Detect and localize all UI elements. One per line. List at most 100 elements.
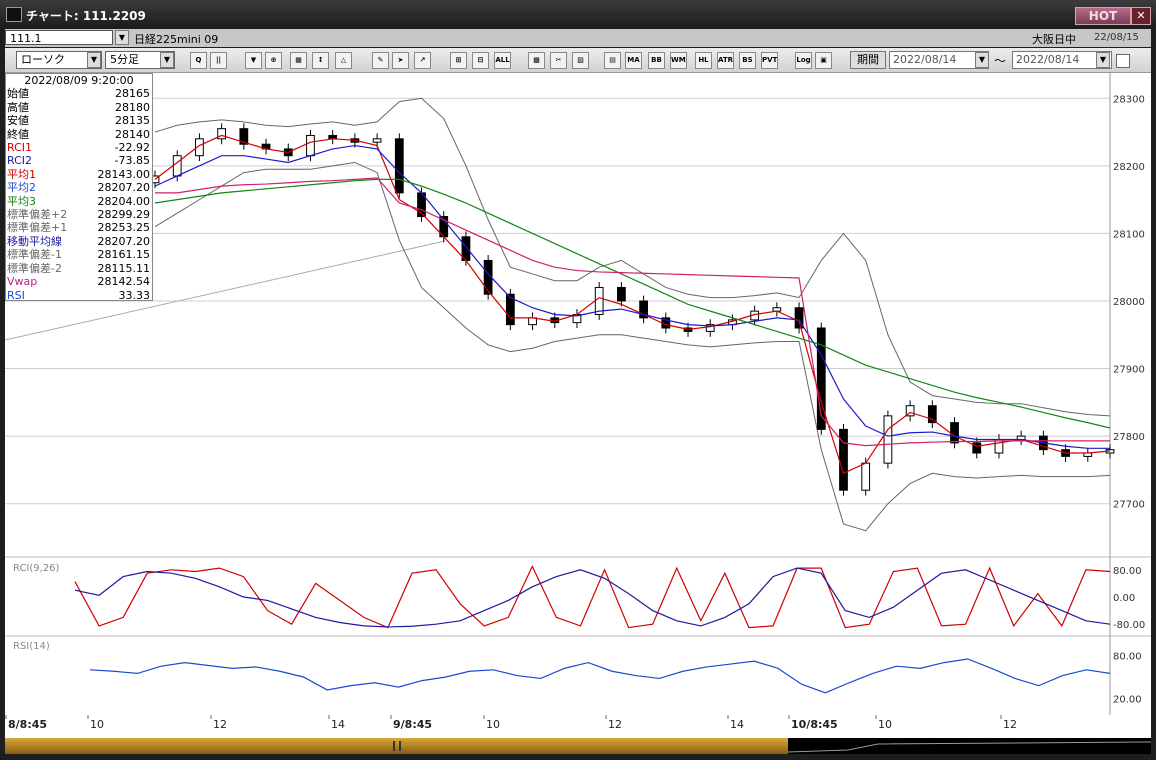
period-button[interactable]: 期間 — [850, 51, 886, 69]
toolbar-arrow-button[interactable]: ↗ — [414, 52, 431, 69]
toolbar-print-button[interactable]: ▣ — [815, 52, 832, 69]
info-row: 始値 28165 — [6, 87, 152, 100]
info-value: 28207.20 — [97, 234, 151, 248]
date-to-input[interactable]: 2022/08/14 — [1012, 51, 1112, 69]
info-row: 平均3 28204.00 — [6, 195, 152, 208]
candle-body — [217, 128, 227, 140]
options-checkbox[interactable] — [1116, 54, 1130, 68]
toolbar-hl-button[interactable]: HL — [695, 52, 712, 69]
info-value: 28143.00 — [97, 167, 151, 181]
price-tick-label: 28300 — [1113, 94, 1145, 105]
toolbar-ma-button[interactable]: MA — [625, 52, 642, 69]
info-label: 標準偏差+1 — [7, 221, 68, 235]
toolbar-mark2-button[interactable]: ⊕ — [265, 52, 282, 69]
toolbar-wma-button[interactable]: WMA — [670, 52, 687, 69]
toolbar-log-button[interactable]: Log — [795, 52, 812, 69]
rci2-line — [74, 567, 1111, 628]
price-tick-label: 28100 — [1113, 229, 1145, 240]
candle-body — [950, 422, 959, 444]
hot-button[interactable]: HOT — [1075, 7, 1131, 25]
ohlc-info-panel: 2022/08/09 9:20:00 始値 28165 高値 28180 安値 28135… — [5, 73, 153, 302]
time-scrollbar[interactable] — [5, 738, 1151, 754]
close-button[interactable]: ✕ — [1131, 7, 1151, 25]
toolbar-palette-button[interactable]: ▨ — [572, 52, 589, 69]
toolbar-warn-button[interactable]: △ — [335, 52, 352, 69]
info-label: Vwap — [7, 275, 38, 289]
info-row: 平均2 28207.20 — [6, 181, 152, 194]
info-datetime: 2022/08/09 9:20:00 — [24, 74, 134, 87]
toolbar-bb-button[interactable]: BB — [648, 52, 665, 69]
toolbar-arrows-button[interactable]: ↕ — [312, 52, 329, 69]
info-row: RCI2 -73.85 — [6, 154, 152, 167]
scrollbar-track-filled — [5, 738, 788, 754]
chart-area[interactable]: 28300 28200 28100 28000 27900 27800 27700 8/8:4… — [5, 73, 1151, 738]
toolbar-columns-button[interactable]: || — [210, 52, 227, 69]
symbol-code-input[interactable]: 111.1 — [5, 30, 113, 45]
toolbar-pen-button[interactable]: ✎ — [372, 52, 389, 69]
candle-body — [617, 286, 626, 302]
x-tick-label: 9/8:45 — [393, 718, 432, 731]
date-from-dropdown-icon[interactable]: ▼ — [975, 52, 989, 68]
candle-body — [372, 138, 382, 143]
x-tick-label: 14 — [331, 718, 345, 731]
info-row: 標準偏差+1 28253.25 — [6, 221, 152, 234]
toolbar-fn-button[interactable]: ▤ — [604, 52, 621, 69]
info-row: RSI 33.33 — [6, 289, 152, 302]
chart-type-dropdown-icon[interactable]: ▼ — [87, 52, 101, 68]
toolbar-all-button[interactable]: ALL — [494, 52, 511, 69]
trend-line — [5, 240, 446, 341]
toolbar-bars-button[interactable]: ▦ — [290, 52, 307, 69]
toolbar-marker-button[interactable]: ▼ — [245, 52, 262, 69]
info-label: 標準偏差-2 — [7, 261, 62, 275]
date-to-dropdown-icon[interactable]: ▼ — [1096, 52, 1110, 68]
candle-body — [883, 415, 893, 464]
interval-select[interactable]: 5分足 — [105, 51, 175, 69]
info-value: 28204.00 — [97, 194, 151, 208]
date-from-input[interactable]: 2022/08/14 — [889, 51, 989, 69]
info-row: 終値 28140 — [6, 128, 152, 141]
x-tick-label: 12 — [213, 718, 227, 731]
candle-body — [195, 138, 204, 157]
toolbar-cand1-button[interactable]: ⊞ — [450, 52, 467, 69]
bollinger-band-line — [154, 161, 1111, 532]
toolbar-cand2-button[interactable]: ⊟ — [472, 52, 489, 69]
toolbar-cursor-button[interactable]: ➤ — [392, 52, 409, 69]
chart-type-select[interactable]: ローソク — [16, 51, 102, 69]
candle-body — [839, 428, 848, 491]
rci1-line — [74, 564, 1111, 629]
info-label: 移動平均線 — [7, 234, 62, 248]
current-date: 22/08/15 — [1094, 32, 1139, 43]
date-range-tilde: 〜 — [994, 54, 1007, 68]
candle-body — [394, 138, 404, 194]
candle-body — [639, 300, 648, 319]
toolbar-bs-button[interactable]: BS — [739, 52, 756, 69]
toolbar-grid-button[interactable]: ▩ — [528, 52, 545, 69]
toolbar-atr-button[interactable]: ATR — [717, 52, 734, 69]
rsi-tick-label: 20.00 — [1113, 695, 1142, 706]
info-row: 高値 28180 — [6, 101, 152, 114]
market-name: 大阪日中 — [1032, 33, 1076, 46]
info-value: 28165 — [115, 87, 150, 101]
toolbar-pvt-button[interactable]: PVT — [761, 52, 778, 69]
symbol-bar — [5, 29, 1151, 47]
info-label: 平均2 — [7, 181, 36, 195]
rci-tick-label: -80.00 — [1113, 620, 1145, 631]
toolbar-zoom-button[interactable]: Q — [190, 52, 207, 69]
x-tick-label: 10 — [878, 718, 892, 731]
candle-body — [306, 134, 315, 157]
info-label: 平均1 — [7, 167, 36, 181]
indicator-line-平均1 — [154, 134, 1111, 475]
info-value: -73.85 — [114, 154, 150, 168]
x-tick-label: 12 — [1003, 718, 1017, 731]
x-tick-label: 10 — [90, 718, 104, 731]
toolbar-tool-button[interactable]: ✂ — [550, 52, 567, 69]
x-tick-label: 14 — [730, 718, 744, 731]
info-label: 平均3 — [7, 194, 36, 208]
info-row: 移動平均線 28207.20 — [6, 235, 152, 248]
scrollbar-thumb[interactable] — [393, 741, 401, 751]
symbol-dropdown-arrow-icon[interactable]: ▼ — [115, 30, 129, 45]
candle-body — [172, 155, 182, 177]
info-label: 始値 — [7, 87, 29, 101]
info-value: 28140 — [115, 127, 150, 141]
interval-dropdown-icon[interactable]: ▼ — [160, 52, 174, 68]
